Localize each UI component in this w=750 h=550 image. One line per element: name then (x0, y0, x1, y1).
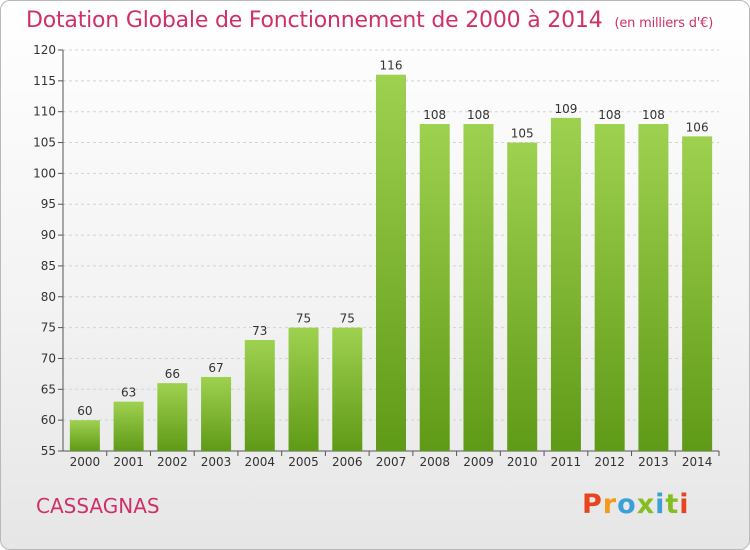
bar (638, 124, 669, 452)
data-label: 67 (208, 361, 223, 375)
logo-letter: i (655, 489, 666, 520)
data-label: 106 (686, 120, 709, 134)
bar (332, 327, 363, 451)
x-tick-label: 2002 (157, 455, 188, 469)
data-label: 60 (77, 404, 92, 418)
chart-title-text: Dotation Globale de Fonctionnement de 20… (26, 8, 603, 33)
y-tick-label: 120 (33, 43, 56, 57)
logo-letter: r (602, 489, 618, 520)
x-tick-labels: 2000 2001 2002 2003 2004 2005 2006 2007 2008 2009… (70, 455, 713, 469)
bar (376, 74, 406, 451)
y-tick-label: 55 (41, 444, 56, 458)
y-tick-label: 100 (33, 166, 56, 180)
y-tick-label: 105 (33, 136, 56, 150)
bar (594, 124, 625, 452)
proxiti-logo: Proxiti (582, 489, 690, 520)
bar (682, 136, 713, 451)
y-tick-label: 85 (41, 259, 56, 273)
y-tick-label: 75 (41, 321, 56, 335)
x-tick-label: 2010 (507, 455, 538, 469)
data-label: 75 (296, 312, 311, 326)
data-label: 108 (423, 108, 446, 122)
x-tick-label: 2001 (113, 455, 144, 469)
bar (463, 124, 494, 452)
x-tick-label: 2009 (463, 455, 494, 469)
data-label: 63 (121, 386, 136, 400)
y-tick-label: 65 (41, 382, 56, 396)
logo-letter: i (679, 489, 690, 520)
x-tick-label: 2012 (594, 455, 625, 469)
data-label: 75 (340, 312, 355, 326)
y-tick-label: 70 (41, 351, 56, 365)
bar (201, 376, 232, 451)
x-tick-label: 2014 (682, 455, 713, 469)
bar (244, 339, 275, 451)
data-label: 108 (598, 108, 621, 122)
x-tick-label: 2011 (551, 455, 582, 469)
x-tick-label: 2004 (245, 455, 276, 469)
bar (550, 117, 581, 451)
data-label: 73 (252, 324, 267, 338)
data-label: 105 (511, 127, 534, 141)
bar (419, 124, 450, 452)
data-label: 108 (642, 108, 665, 122)
y-tick-label: 80 (41, 290, 56, 304)
data-label: 116 (380, 59, 403, 73)
data-label: 66 (165, 367, 180, 381)
logo-letter: o (617, 489, 637, 520)
bar (157, 383, 188, 451)
chart-unit: (en milliers d'€) (614, 16, 714, 31)
x-tick-label: 2003 (201, 455, 232, 469)
y-tick-labels: 55 60 65 70 75 80 85 90 95 100 105 110 115 120 (33, 43, 56, 458)
chart-title: Dotation Globale de Fonctionnement de 20… (26, 8, 713, 33)
y-tick-label: 60 (41, 413, 56, 427)
value-labels: 60 63 66 67 73 75 75 116 108 108 105 109 108 108 106 (77, 59, 708, 418)
x-tick-label: 2005 (288, 455, 319, 469)
bar (113, 401, 144, 451)
logo-letter: x (636, 489, 656, 520)
data-label: 108 (467, 108, 490, 122)
y-tick-label: 110 (33, 105, 56, 119)
commune-name: CASSAGNAS (36, 494, 160, 518)
bar (507, 142, 538, 452)
data-label: 109 (554, 102, 577, 116)
y-tick-label: 90 (41, 228, 56, 242)
x-tick-label: 2008 (419, 455, 450, 469)
x-tick-label: 2000 (70, 455, 101, 469)
x-tick-label: 2006 (332, 455, 363, 469)
y-tick-label: 115 (33, 74, 56, 88)
y-tick-label: 95 (41, 197, 56, 211)
logo-letter: t (665, 489, 680, 520)
bars (69, 74, 713, 452)
bar (69, 420, 100, 451)
bar (288, 327, 319, 451)
x-tick-label: 2013 (638, 455, 669, 469)
logo-letter: P (582, 489, 603, 520)
x-tick-label: 2007 (376, 455, 407, 469)
